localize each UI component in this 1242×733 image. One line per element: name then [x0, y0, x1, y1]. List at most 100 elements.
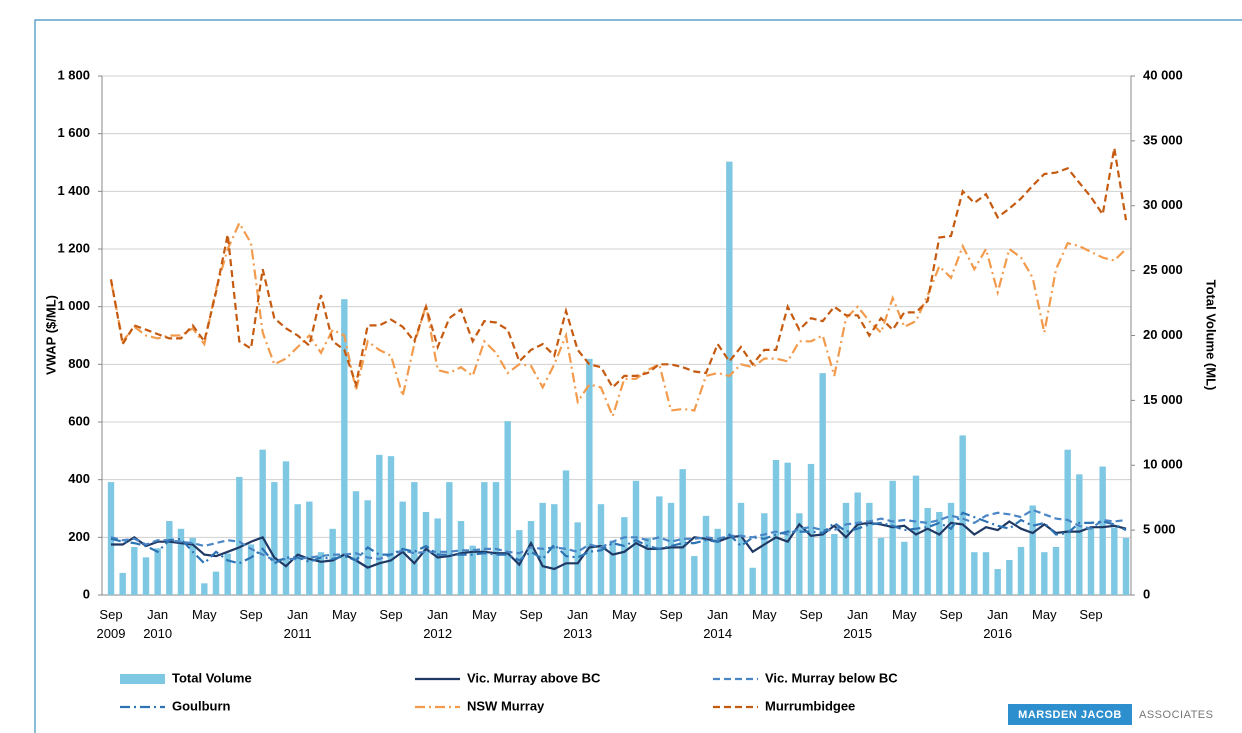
- bar: [842, 502, 850, 595]
- y2-axis-title: Total Volume (ML): [1204, 280, 1219, 391]
- x-tick-label: Jan 2011: [283, 607, 312, 641]
- bar: [772, 460, 780, 595]
- y2-tick-label: 25 000: [1143, 262, 1183, 277]
- y2-tick-label: 40 000: [1143, 67, 1183, 82]
- bar: [201, 583, 208, 595]
- legend-label: NSW Murray: [467, 698, 545, 713]
- y2-tick-label: 15 000: [1143, 392, 1183, 407]
- bar: [189, 537, 196, 595]
- bar: [901, 541, 908, 595]
- bar: [247, 544, 255, 595]
- bar: [924, 508, 931, 595]
- x-tick-label: Sep: [1079, 607, 1103, 622]
- bar: [411, 482, 418, 595]
- x-tick-label: May: [192, 607, 217, 622]
- bar: [737, 502, 745, 595]
- bar: [714, 528, 721, 595]
- bar: [679, 469, 686, 595]
- logo-name: MARSDEN JACOB: [1018, 709, 1122, 721]
- bar: [936, 511, 943, 595]
- bar: [306, 501, 313, 595]
- bar: [784, 462, 791, 595]
- bar: [481, 482, 488, 595]
- bar: [982, 552, 990, 595]
- bar: [819, 373, 826, 595]
- x-tick-label: Jan 2016: [983, 607, 1013, 641]
- bar: [341, 299, 348, 595]
- bar: [586, 358, 593, 595]
- x-tick-label: Sep: [799, 607, 823, 622]
- bar: [131, 546, 138, 595]
- line: [109, 147, 1128, 390]
- bar: [282, 461, 290, 595]
- legend-label: Total Volume: [172, 670, 252, 685]
- bar: [224, 553, 231, 595]
- x-tick-label: May: [892, 607, 917, 622]
- y-tick-label: 400: [68, 471, 90, 486]
- legend-swatch: [120, 674, 165, 684]
- bar: [236, 476, 243, 595]
- y-tick-label: 1 400: [57, 183, 90, 198]
- bar: [691, 556, 698, 595]
- y-tick-label: 600: [68, 413, 90, 428]
- bar: [959, 435, 966, 595]
- bar: [854, 492, 861, 595]
- bar: [142, 557, 150, 595]
- bar: [504, 421, 511, 595]
- bar: [831, 534, 838, 595]
- y2-tick-label: 20 000: [1143, 327, 1183, 342]
- x-tick-label: Jan 2014: [703, 607, 733, 641]
- bar: [877, 537, 885, 595]
- y-axis-title: VWAP ($/ML): [43, 295, 58, 375]
- bar: [994, 569, 1001, 595]
- y-tick-label: 800: [68, 356, 90, 371]
- bar: [1122, 537, 1130, 595]
- line: [109, 220, 1127, 420]
- bar: [1064, 449, 1071, 595]
- y2-tick-label: 35 000: [1143, 132, 1183, 147]
- bar: [621, 517, 628, 595]
- x-tick-label: Sep: [519, 607, 543, 622]
- bar: [446, 482, 453, 595]
- bar: [1087, 527, 1095, 595]
- x-tick-label: Sep 2009: [96, 607, 126, 641]
- x-tick-label: Jan 2012: [423, 607, 453, 641]
- bar: [551, 504, 558, 595]
- bar: [294, 504, 301, 595]
- bar: [1017, 546, 1025, 595]
- bar: [702, 515, 710, 595]
- bar: [1029, 505, 1036, 595]
- bar: [796, 513, 803, 595]
- x-tick-label: Sep: [659, 607, 683, 622]
- bar: [644, 537, 651, 595]
- bar: [971, 552, 978, 595]
- bar: [807, 463, 815, 595]
- bar: [1099, 466, 1106, 595]
- bar: [317, 552, 325, 595]
- bar: [726, 161, 733, 595]
- bar: [1041, 552, 1048, 595]
- y2-tick-label: 10 000: [1143, 457, 1183, 472]
- logo-suffix: ASSOCIATES: [1139, 709, 1213, 721]
- x-tick-label: Jan 2010: [143, 607, 173, 641]
- y-tick-label: 200: [68, 529, 90, 544]
- bar: [259, 449, 266, 595]
- x-tick-label: May: [752, 607, 777, 622]
- legend-label: Vic. Murray below BC: [765, 670, 898, 685]
- x-tick-label: May: [612, 607, 637, 622]
- line: [111, 520, 1127, 571]
- bar: [1006, 559, 1013, 595]
- frame: [34, 19, 1242, 733]
- bar: [154, 548, 161, 595]
- bar: [492, 482, 500, 595]
- bar: [866, 502, 873, 595]
- legend-label: Goulburn: [172, 698, 231, 713]
- y-tick-label: 1 200: [57, 240, 90, 255]
- bar: [1111, 527, 1118, 595]
- bar: [107, 482, 115, 595]
- y-tick-label: 1 000: [57, 298, 90, 313]
- x-tick-label: May: [332, 607, 357, 622]
- bar: [457, 521, 465, 595]
- bar: [119, 572, 126, 595]
